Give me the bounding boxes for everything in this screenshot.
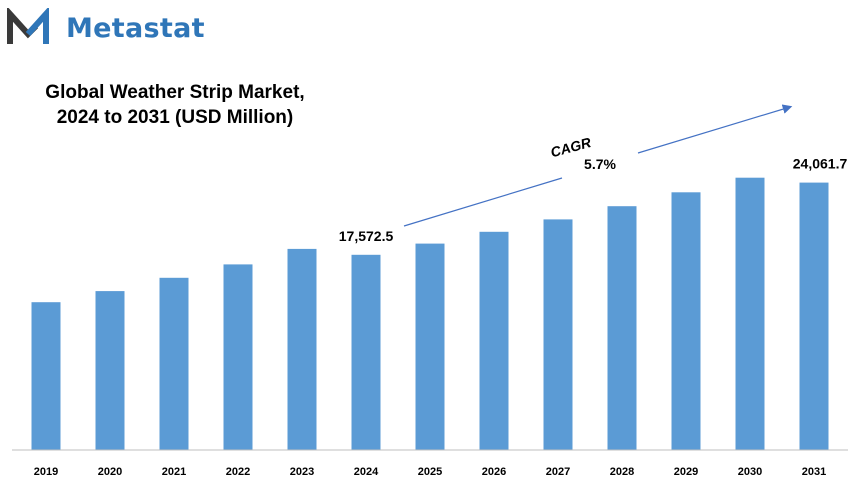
- chart-title: Global Weather Strip Market, 2024 to 203…: [20, 80, 330, 130]
- bar-2030: [735, 177, 765, 450]
- bar-2027: [543, 219, 573, 450]
- x-tick-label-2026: 2026: [482, 466, 506, 478]
- bar-2019: [31, 302, 61, 450]
- x-tick-label-2023: 2023: [290, 466, 314, 478]
- bar-2023: [287, 248, 317, 450]
- bar-2020: [95, 291, 125, 450]
- x-tick-label-2020: 2020: [98, 466, 122, 478]
- metastat-logo-icon: [7, 8, 49, 44]
- x-tick-label-2028: 2028: [610, 466, 634, 478]
- bar-2029: [671, 192, 701, 451]
- value-labels: 17,572.5 24,061.7: [339, 156, 848, 244]
- x-tick-label-2021: 2021: [162, 466, 186, 478]
- cagr-arrow: [403, 104, 793, 227]
- value-label-2031: 24,061.7: [793, 156, 848, 172]
- x-tick-label-2019: 2019: [34, 466, 58, 478]
- cagr-arrow-line-2: [637, 104, 793, 154]
- bar-2025: [415, 243, 445, 450]
- x-tick-label-2030: 2030: [738, 466, 762, 478]
- brand-logo: Metastat: [6, 8, 205, 48]
- chart-title-line-1: Global Weather Strip Market,: [45, 82, 305, 103]
- x-tick-label-2029: 2029: [674, 466, 698, 478]
- x-tick-label-2022: 2022: [226, 466, 250, 478]
- x-tick-label-2027: 2027: [546, 466, 570, 478]
- bar-2024: [351, 254, 381, 451]
- value-label-2024: 17,572.5: [339, 228, 394, 244]
- x-tick-labels: 2019 2020 2021 2022 2023 2024 2025 2026 2027 2028…: [34, 466, 826, 478]
- bar-2021: [159, 277, 189, 450]
- bar-2022: [223, 264, 253, 450]
- bar-2028: [607, 206, 637, 450]
- x-tick-label-2025: 2025: [418, 466, 442, 478]
- bars-group: [31, 177, 829, 451]
- x-tick-label-2024: 2024: [354, 466, 379, 478]
- x-tick-label-2031: 2031: [802, 466, 826, 478]
- chart-title-line-2: 2024 to 2031 (USD Million): [56, 107, 294, 128]
- bar-2031: [799, 182, 829, 450]
- bar-2026: [479, 231, 509, 450]
- cagr-arrow-line-1: [403, 177, 563, 227]
- brand-name: Metastat: [66, 12, 205, 44]
- cagr-value: 5.7%: [584, 156, 616, 172]
